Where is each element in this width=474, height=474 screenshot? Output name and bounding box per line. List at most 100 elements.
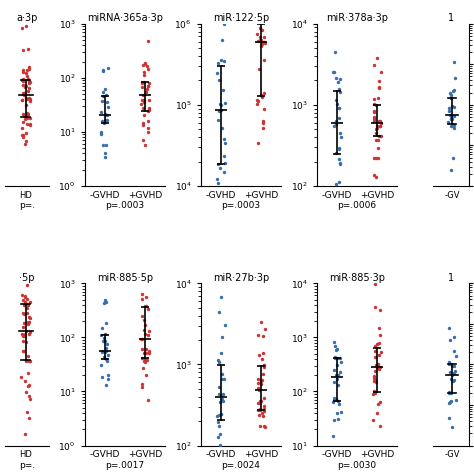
- Point: [370, 118, 378, 125]
- X-axis label: p=.0030: p=.0030: [337, 461, 377, 470]
- Point: [255, 411, 263, 419]
- Point: [335, 400, 343, 408]
- Point: [377, 68, 385, 75]
- Point: [375, 117, 383, 125]
- Point: [337, 354, 344, 362]
- Point: [26, 392, 33, 400]
- Point: [337, 358, 345, 366]
- Point: [371, 303, 378, 310]
- Point: [26, 318, 33, 326]
- Point: [376, 332, 383, 339]
- Point: [334, 397, 342, 404]
- Point: [19, 90, 27, 97]
- Point: [375, 83, 383, 91]
- Point: [144, 108, 152, 115]
- Point: [21, 268, 29, 275]
- Point: [19, 81, 27, 89]
- Point: [215, 358, 223, 365]
- Title: ·5p: ·5p: [19, 273, 35, 283]
- Point: [333, 345, 341, 352]
- Point: [216, 189, 224, 197]
- Point: [138, 335, 146, 342]
- Point: [145, 347, 153, 355]
- Point: [330, 68, 338, 75]
- Point: [449, 122, 457, 130]
- Point: [221, 159, 228, 167]
- Point: [255, 375, 262, 383]
- Point: [141, 359, 149, 366]
- Point: [260, 361, 268, 368]
- Point: [371, 390, 379, 397]
- Point: [333, 395, 340, 403]
- Title: 1: 1: [448, 13, 454, 23]
- Point: [335, 371, 342, 379]
- Point: [336, 129, 344, 137]
- Point: [373, 363, 380, 370]
- Point: [374, 401, 381, 408]
- Point: [447, 94, 455, 101]
- Point: [255, 65, 263, 73]
- Point: [218, 36, 226, 44]
- Point: [449, 377, 456, 384]
- Point: [214, 418, 221, 425]
- Point: [27, 251, 34, 258]
- Point: [140, 350, 147, 357]
- Point: [375, 363, 383, 370]
- Point: [144, 396, 152, 403]
- Point: [254, 97, 262, 104]
- Point: [217, 106, 225, 114]
- Point: [21, 140, 29, 148]
- Point: [373, 125, 381, 132]
- Point: [19, 309, 27, 317]
- Point: [259, 370, 267, 378]
- X-axis label: p=.0003: p=.0003: [221, 201, 261, 210]
- Point: [375, 339, 383, 347]
- Point: [257, 377, 264, 385]
- Point: [260, 406, 268, 413]
- Point: [18, 292, 26, 299]
- Point: [139, 380, 146, 387]
- Point: [103, 91, 110, 99]
- Point: [99, 337, 106, 345]
- Point: [450, 59, 458, 66]
- Point: [256, 34, 264, 41]
- Point: [21, 430, 28, 438]
- Point: [335, 145, 343, 153]
- Point: [260, 422, 267, 429]
- Point: [376, 132, 383, 139]
- Point: [138, 355, 146, 362]
- Point: [372, 126, 380, 133]
- Point: [445, 360, 453, 368]
- Point: [260, 402, 268, 410]
- Point: [333, 371, 340, 379]
- Point: [255, 331, 262, 338]
- Point: [27, 96, 34, 103]
- Point: [257, 8, 264, 15]
- Point: [140, 266, 148, 273]
- Point: [25, 330, 33, 337]
- Point: [336, 161, 344, 168]
- Point: [26, 357, 33, 365]
- Point: [447, 398, 454, 406]
- Point: [255, 139, 262, 147]
- Point: [139, 62, 147, 69]
- Point: [23, 109, 30, 116]
- Point: [18, 330, 26, 338]
- Point: [376, 398, 384, 405]
- Point: [20, 296, 27, 304]
- Point: [257, 380, 265, 388]
- Point: [256, 24, 264, 31]
- Point: [448, 423, 456, 431]
- Point: [449, 87, 456, 95]
- Point: [220, 375, 228, 383]
- Point: [446, 399, 453, 406]
- Point: [448, 371, 456, 379]
- Point: [329, 432, 337, 440]
- Point: [330, 122, 337, 130]
- Point: [374, 145, 382, 152]
- Point: [260, 33, 267, 41]
- Point: [23, 357, 30, 365]
- Point: [25, 65, 32, 73]
- Point: [23, 101, 30, 109]
- Point: [256, 399, 264, 407]
